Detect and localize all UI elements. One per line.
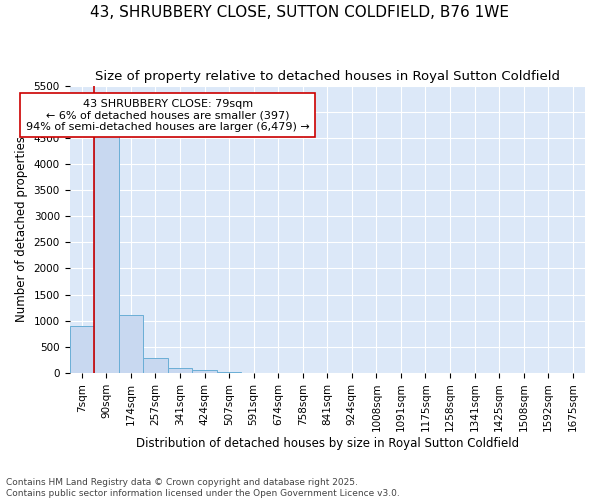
- Bar: [192, 370, 217, 373]
- Title: Size of property relative to detached houses in Royal Sutton Coldfield: Size of property relative to detached ho…: [95, 70, 560, 83]
- Bar: [70, 326, 94, 373]
- X-axis label: Distribution of detached houses by size in Royal Sutton Coldfield: Distribution of detached houses by size …: [136, 437, 519, 450]
- Bar: [119, 316, 143, 373]
- Text: 43 SHRUBBERY CLOSE: 79sqm
← 6% of detached houses are smaller (397)
94% of semi-: 43 SHRUBBERY CLOSE: 79sqm ← 6% of detach…: [26, 98, 310, 132]
- Text: Contains HM Land Registry data © Crown copyright and database right 2025.
Contai: Contains HM Land Registry data © Crown c…: [6, 478, 400, 498]
- Y-axis label: Number of detached properties: Number of detached properties: [15, 136, 28, 322]
- Bar: [143, 358, 168, 373]
- Bar: [94, 132, 119, 373]
- Text: 43, SHRUBBERY CLOSE, SUTTON COLDFIELD, B76 1WE: 43, SHRUBBERY CLOSE, SUTTON COLDFIELD, B…: [91, 5, 509, 20]
- Bar: [168, 368, 192, 373]
- Bar: [217, 372, 241, 373]
